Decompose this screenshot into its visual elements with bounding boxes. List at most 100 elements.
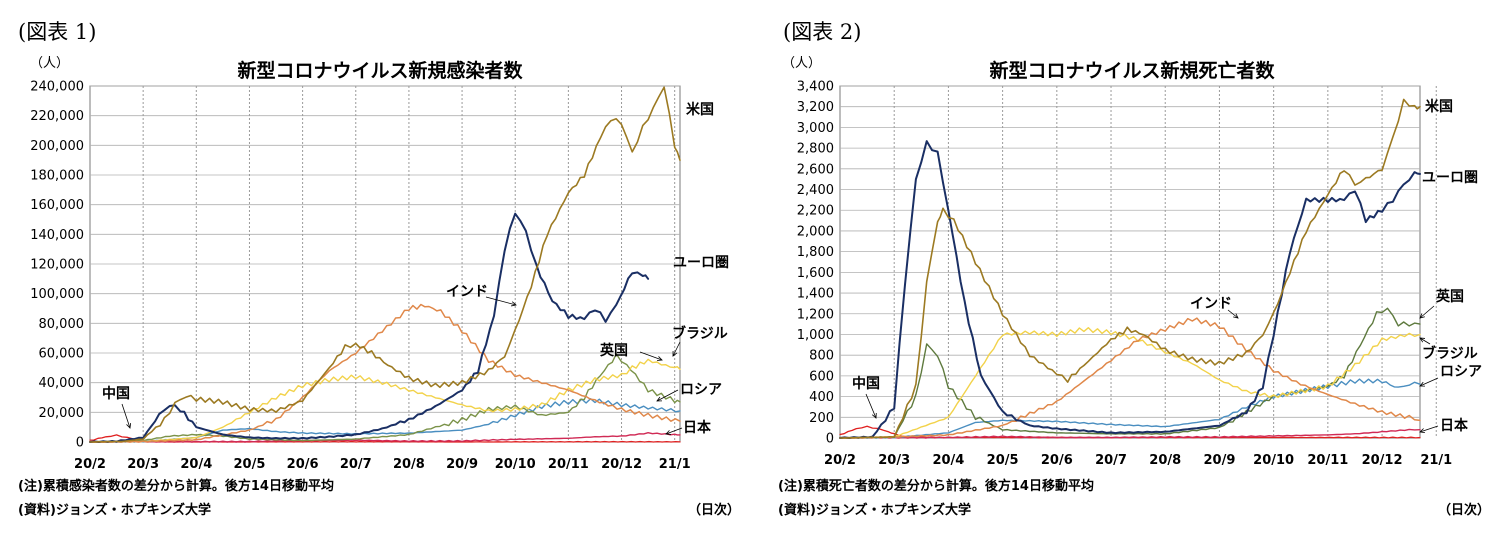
figure-label: (図表 2) [783, 20, 861, 44]
x-tick-label: 20/9 [446, 457, 478, 472]
y-tick-label: 3,000 [797, 121, 834, 136]
label-pointer [639, 351, 663, 361]
y-tick-label: 400 [809, 390, 834, 405]
x-tick-label: 20/11 [548, 457, 589, 472]
series-label: 米国 [1425, 98, 1453, 115]
x-axis-ticks: 20/2 20/3 20/4 20/5 20/6 20/7 20/8 20/9 20/10 20/… [824, 453, 1452, 468]
x-tick-label: 20/4 [932, 453, 964, 468]
y-tick-label: 2,000 [797, 224, 834, 239]
y-tick-label: 1,200 [797, 307, 834, 322]
y-tick-label: 3,200 [797, 100, 834, 115]
grid-lines [89, 85, 681, 443]
y-tick-label: 200 [809, 411, 834, 426]
y-tick-label: 180,000 [30, 169, 84, 184]
series-label: ブラジル [672, 325, 728, 342]
series-label: 中国 [102, 385, 130, 402]
label-pointer [1419, 337, 1431, 345]
series-label: 英国 [599, 342, 628, 359]
figure-label: (図表 1) [18, 20, 96, 44]
x-tick-label: 20/2 [74, 457, 106, 472]
chart-title: 新型コロナウイルス新規死亡者数 [989, 59, 1275, 82]
series-6-line [89, 432, 681, 443]
arrow-head-icon [871, 412, 877, 419]
x-tick-label: 20/5 [234, 457, 266, 472]
x-tick-label: 20/7 [340, 457, 372, 472]
y-tick-label: 60,000 [39, 347, 85, 362]
series-0-line [89, 86, 681, 443]
grid-lines [839, 85, 1437, 439]
y-tick-label: 100,000 [30, 287, 84, 302]
series-4-line [89, 353, 681, 443]
label-pointer [672, 341, 681, 357]
series-label: 日本 [683, 419, 712, 436]
series-label: ユーロ圏 [673, 255, 729, 271]
y-unit-label: （人） [782, 56, 821, 71]
y-tick-label: 2,600 [797, 162, 834, 177]
series-lines [839, 98, 1421, 439]
arrow-head-icon [665, 430, 672, 435]
label-pointer [1419, 377, 1439, 387]
x-tick-label: 20/11 [1307, 453, 1348, 468]
series-4-line [839, 307, 1421, 439]
x-tick-label: 20/8 [1149, 453, 1181, 468]
arrow-head-icon [672, 350, 678, 357]
series-label: ロシア [680, 382, 722, 398]
y-tick-label: 1,400 [797, 287, 834, 302]
note-text: (注)累積死亡者数の差分から計算。後方14日移動平均 [778, 478, 1094, 494]
series-label: 日本 [1440, 417, 1469, 434]
y-tick-label: 2,400 [797, 183, 834, 198]
label-pointer [1419, 425, 1439, 433]
y-tick-label: 1,000 [797, 328, 834, 343]
y-tick-label: 600 [809, 369, 834, 384]
series-label: インド [1190, 296, 1232, 312]
x-tick-label: 20/10 [495, 457, 536, 472]
y-tick-label: 240,000 [30, 80, 84, 95]
series-label: ユーロ圏 [1422, 170, 1478, 186]
chart-title: 新型コロナウイルス新規感染者数 [237, 59, 523, 82]
y-tick-label: 800 [809, 349, 834, 364]
arrow-head-icon [511, 301, 517, 307]
y-tick-label: 1,600 [797, 266, 834, 281]
x-tick-label: 20/8 [393, 457, 425, 472]
series-3-line [839, 327, 1421, 439]
x-unit-label: （日次） [688, 502, 740, 518]
y-tick-label: 140,000 [30, 228, 84, 243]
y-tick-label: 3,400 [797, 80, 834, 95]
y-tick-label: 120,000 [30, 258, 84, 273]
label-pointer [656, 389, 679, 402]
label-pointer [485, 296, 517, 306]
arrow-head-icon [1419, 337, 1426, 343]
y-tick-label: 160,000 [30, 198, 84, 213]
x-axis-ticks: 20/2 20/3 20/4 20/5 20/6 20/7 20/8 20/9 20/10 20/… [74, 457, 691, 472]
x-tick-label: 21/1 [659, 457, 691, 472]
x-tick-label: 20/3 [878, 453, 910, 468]
y-axis-ticks: 0 20,000 40,000 60,000 80,000 100,000 120,000 1… [30, 80, 84, 451]
x-tick-label: 20/5 [987, 453, 1019, 468]
series-label: ロシア [1440, 364, 1482, 380]
series-6-line [839, 428, 1421, 439]
y-tick-label: 0 [76, 436, 84, 451]
arrow-head-icon [1419, 313, 1425, 319]
x-tick-label: 20/3 [127, 457, 159, 472]
new-deaths-chart: (図表 2) （人） 新型コロナウイルス新規死亡者数 0 200 400 600 800… [778, 20, 1490, 518]
y-tick-label: 2,200 [797, 204, 834, 219]
series-0-line [839, 98, 1421, 439]
label-pointer [1419, 305, 1435, 319]
arrow-head-icon [656, 356, 663, 361]
y-tick-label: 40,000 [39, 376, 85, 391]
label-pointer [665, 427, 683, 435]
y-tick-label: 80,000 [39, 317, 85, 332]
series-label: 米国 [686, 101, 714, 118]
label-pointer [1227, 309, 1239, 319]
x-tick-label: 20/6 [287, 457, 319, 472]
series-2-line [89, 303, 681, 443]
series-3-line [89, 358, 681, 443]
y-tick-label: 1,800 [797, 245, 834, 260]
x-tick-label: 20/2 [824, 453, 856, 468]
y-axis-ticks: 0 200 400 600 800 1,000 1,200 1,400 1,600 1,800 2,… [797, 80, 834, 447]
arrow-head-icon [1419, 428, 1426, 434]
arrow-head-icon [1419, 381, 1426, 387]
series-1-line [89, 212, 650, 443]
